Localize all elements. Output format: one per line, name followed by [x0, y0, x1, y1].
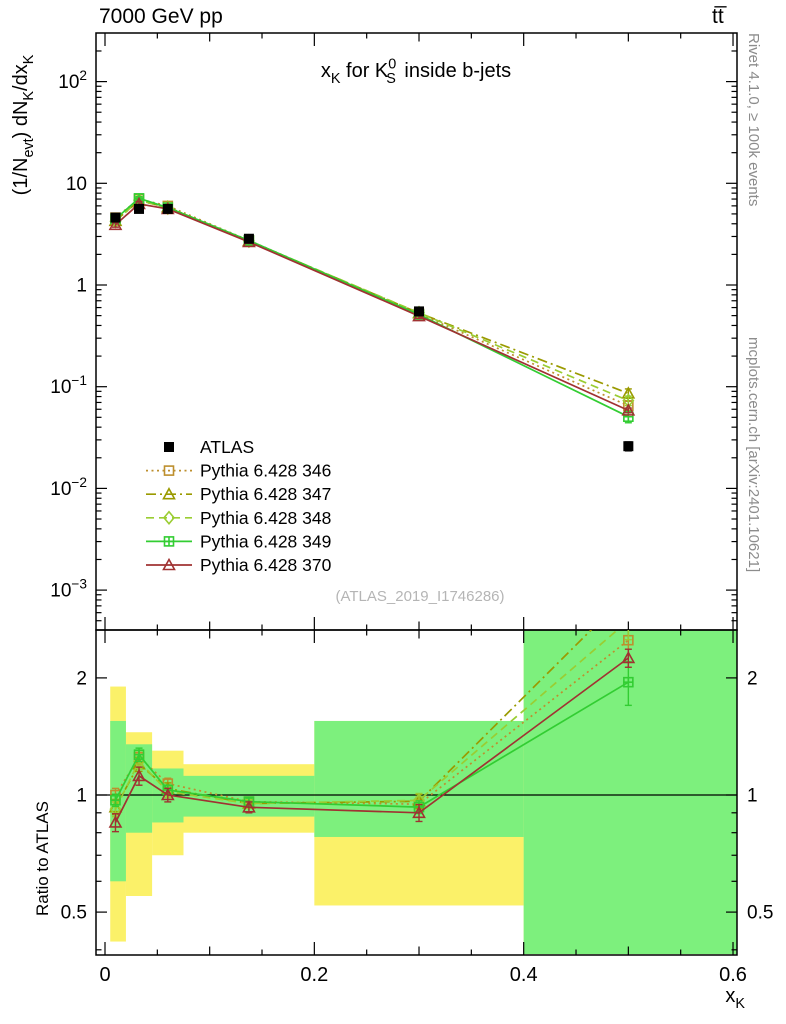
process-label: tt̅	[712, 5, 724, 28]
legend-item-pythia-6-428-347: Pythia 6.428 347	[146, 484, 331, 504]
top-panel-frame	[95, 32, 738, 631]
series-pythia-6-428-370	[108, 196, 636, 416]
legend-item-pythia-6-428-349: Pythia 6.428 349	[146, 531, 331, 551]
svg-text:1: 1	[76, 786, 87, 807]
svg-text:0.4: 0.4	[510, 964, 538, 986]
svg-text:102: 102	[58, 68, 87, 93]
analysis-id-watermark: (ATLAS_2019_I1746286)	[335, 588, 505, 605]
svg-text:0: 0	[99, 964, 110, 986]
legend-item-pythia-6-428-348: Pythia 6.428 348	[146, 508, 331, 528]
series-pythia-6-428-349	[110, 193, 634, 424]
svg-text:1: 1	[747, 786, 758, 807]
axis-ticks	[96, 33, 737, 955]
legend: ATLAS Pythia 6.428 346 Pythia 6.428 347 Pyt…	[146, 437, 332, 575]
plot-title: xK for K0 S inside b-jets	[321, 57, 511, 87]
top-panel-series	[108, 192, 636, 452]
svg-text:0.5: 0.5	[747, 903, 773, 924]
y-axis-title: (1/Nevt) dNK/dxK	[10, 54, 37, 195]
legend-label: Pythia 6.428 348	[200, 508, 331, 528]
svg-text:2: 2	[76, 668, 87, 689]
beam-energy-label: 7000 GeV pp	[99, 5, 223, 28]
series-pythia-6-428-346	[110, 193, 634, 413]
legend-label: Pythia 6.428 347	[200, 484, 331, 504]
svg-text:1: 1	[76, 276, 87, 297]
legend-item-pythia-6-428-346: Pythia 6.428 346	[146, 461, 331, 481]
svg-text:2: 2	[747, 668, 758, 689]
svg-text:10−2: 10−2	[50, 475, 87, 500]
mcplots-arxiv-note: mcplots.cern.ch [arXiv:2401.10621]	[745, 337, 762, 573]
svg-text:10−3: 10−3	[50, 577, 87, 602]
ratio-series-pythia-6-428-370	[108, 648, 636, 833]
legend-label: Pythia 6.428 349	[200, 531, 331, 551]
svg-text:0.5: 0.5	[61, 903, 87, 924]
svg-text:10−1: 10−1	[50, 373, 87, 398]
series-pythia-6-428-348	[109, 192, 635, 408]
svg-text:0.6: 0.6	[719, 964, 747, 986]
svg-text:0.2: 0.2	[300, 964, 328, 986]
legend-label: ATLAS	[200, 437, 254, 457]
legend-item-atlas: ATLAS	[164, 437, 254, 457]
series-pythia-6-428-347	[108, 193, 636, 400]
svg-text:10: 10	[66, 174, 87, 195]
x-axis-title: xK	[725, 985, 745, 1012]
ratio-panel-series	[108, 630, 636, 833]
ratio-panel-frame	[95, 629, 738, 956]
uncertainty-bands	[110, 630, 737, 955]
rivet-version-note: Rivet 4.1.0, ≥ 100k events	[745, 33, 762, 207]
legend-item-pythia-6-428-370: Pythia 6.428 370	[146, 555, 332, 575]
legend-label: Pythia 6.428 370	[200, 555, 332, 575]
series-atlas-data	[110, 203, 634, 452]
legend-label: Pythia 6.428 346	[200, 461, 331, 481]
